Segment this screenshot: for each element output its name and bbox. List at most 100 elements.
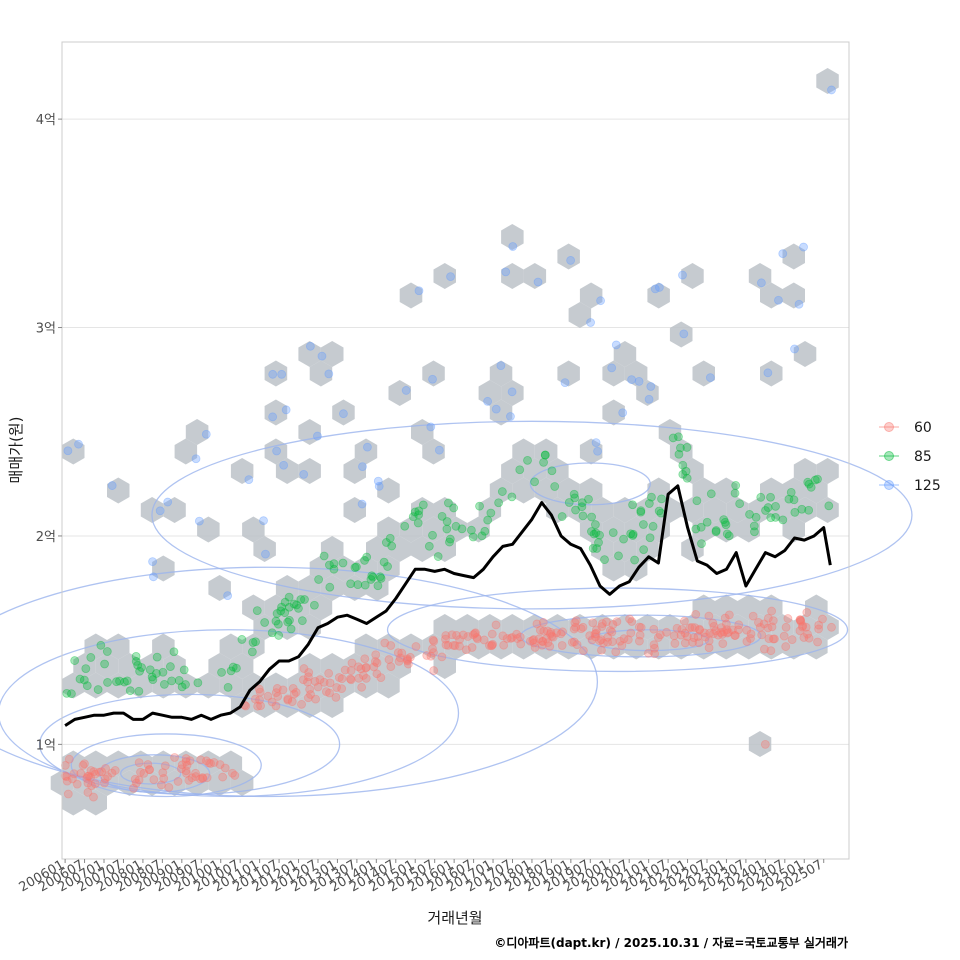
data-point xyxy=(298,675,308,685)
hexbin-cell xyxy=(332,672,355,699)
hexbin-cell xyxy=(512,633,535,660)
data-point xyxy=(814,620,824,630)
data-point xyxy=(289,599,299,609)
data-point xyxy=(103,678,112,687)
hexbin-cell xyxy=(343,653,366,679)
hexbin-cell xyxy=(579,282,603,309)
data-point xyxy=(539,457,548,467)
hexbin-cell xyxy=(219,750,243,777)
hexbin-cell xyxy=(377,477,400,504)
data-point xyxy=(86,766,96,775)
data-point xyxy=(507,492,517,502)
hexbin-cell xyxy=(343,458,366,484)
data-point xyxy=(253,701,262,711)
hexbin-cell xyxy=(107,750,130,777)
data-point xyxy=(401,386,411,395)
data-point xyxy=(428,644,437,654)
hexbin-cell xyxy=(647,477,670,504)
data-point xyxy=(383,562,392,571)
hexbin-cell xyxy=(320,341,344,367)
hexbin-cell xyxy=(230,770,254,796)
data-point xyxy=(587,527,596,536)
hexbin-cell xyxy=(579,477,603,504)
data-point xyxy=(607,637,617,647)
hexbin-cell xyxy=(152,672,175,699)
data-point xyxy=(560,378,570,388)
data-point xyxy=(83,771,93,781)
data-point xyxy=(67,774,77,784)
data-point xyxy=(679,329,689,339)
data-point xyxy=(437,511,447,521)
data-point xyxy=(317,351,327,361)
data-point xyxy=(596,296,605,306)
trend-line-layer xyxy=(64,484,832,727)
hexbin-cell xyxy=(219,672,243,699)
data-point xyxy=(134,775,144,785)
hexbin-cell xyxy=(343,497,366,523)
data-point xyxy=(669,631,679,641)
data-point xyxy=(284,592,294,602)
data-point xyxy=(810,475,820,485)
hexbin-cell xyxy=(264,594,288,621)
contour-ring xyxy=(0,629,460,798)
data-point xyxy=(169,647,179,657)
data-point xyxy=(331,692,341,702)
data-point xyxy=(577,498,587,508)
data-point xyxy=(770,634,779,644)
hexbin-cell xyxy=(354,438,378,465)
data-point xyxy=(79,675,89,685)
data-point xyxy=(768,616,778,626)
hexbin-cell xyxy=(636,614,659,640)
x-axis-title: 거래년월 xyxy=(427,909,482,927)
data-point xyxy=(721,619,731,629)
data-point xyxy=(149,775,159,785)
data-point xyxy=(100,778,109,788)
hexbin-cell xyxy=(737,633,760,660)
hexbin-cell xyxy=(197,750,220,777)
hexbin-cell xyxy=(816,614,839,640)
data-point xyxy=(148,557,157,566)
hexbin-cell xyxy=(613,536,637,562)
hexbin-cell xyxy=(456,614,479,640)
data-point xyxy=(371,650,381,660)
data-point xyxy=(294,603,303,613)
data-point xyxy=(626,529,636,539)
data-point xyxy=(700,632,710,642)
data-point xyxy=(292,600,302,610)
data-point xyxy=(494,498,504,508)
data-point xyxy=(556,629,566,639)
data-point xyxy=(827,622,836,632)
data-point xyxy=(755,622,765,632)
data-point xyxy=(366,575,376,584)
hexbin-cell xyxy=(782,282,805,309)
hexbin-cell xyxy=(534,633,558,660)
data-point xyxy=(618,408,628,418)
data-point xyxy=(152,669,161,678)
data-point xyxy=(711,527,721,537)
data-point xyxy=(372,658,382,668)
data-point xyxy=(228,662,238,672)
data-point xyxy=(461,645,471,655)
y-axis-title: 매매가(원) xyxy=(7,417,25,484)
data-point xyxy=(591,628,601,638)
hexbin-cell xyxy=(242,594,265,621)
data-point xyxy=(84,771,94,781)
data-point xyxy=(731,631,740,640)
data-point xyxy=(403,656,412,666)
hexbin-cell xyxy=(152,633,175,660)
data-point xyxy=(277,369,287,379)
data-point xyxy=(89,792,98,802)
hexbin-cell xyxy=(760,282,783,309)
hexbin-cell xyxy=(298,653,321,679)
data-point xyxy=(623,635,633,645)
data-point xyxy=(217,668,226,677)
data-point xyxy=(223,682,233,692)
data-point xyxy=(297,699,306,709)
y-tick-label: 1억 xyxy=(36,738,56,753)
data-point xyxy=(182,760,192,770)
data-point xyxy=(179,665,189,675)
data-point xyxy=(422,651,432,660)
hexbin-cell xyxy=(298,458,321,484)
data-point xyxy=(338,558,348,568)
data-point xyxy=(400,521,410,531)
